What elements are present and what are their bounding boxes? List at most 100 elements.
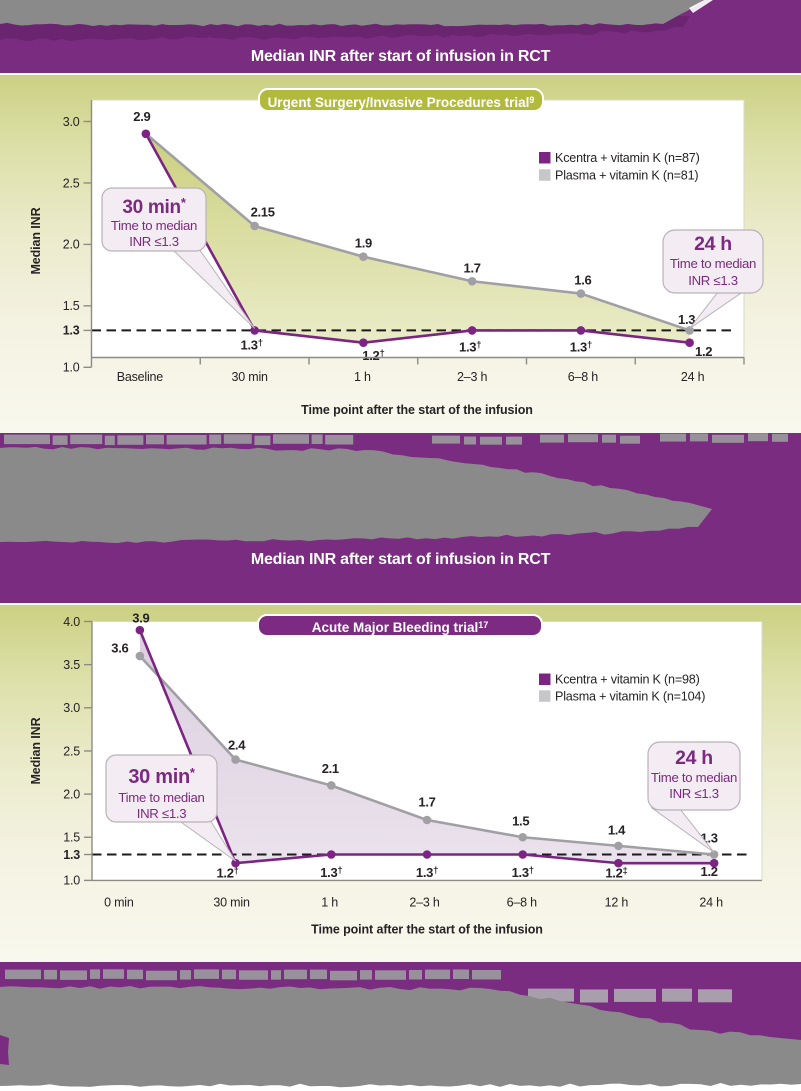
y-tick-label: 2.5: [63, 176, 80, 190]
plasma-data-point: [326, 781, 336, 790]
kcentra-data-point: [467, 326, 477, 335]
x-tick-label: 6–8 h: [568, 370, 599, 384]
value-label: 1.9: [355, 236, 372, 251]
redacted-word: [748, 433, 768, 442]
value-label: 1.4: [608, 822, 626, 837]
plasma-data-point: [135, 651, 145, 661]
redacted-word: [568, 434, 598, 443]
redacted-word: [90, 969, 100, 979]
x-tick-label: 6–8 h: [507, 896, 538, 910]
redacted-word: [284, 969, 307, 980]
kcentra-series-line: [144, 133, 690, 345]
y-tick-label: 1.5: [63, 299, 80, 313]
callout-text: Time to median: [651, 770, 737, 785]
chart-title-reference: 9: [529, 95, 535, 105]
y-tick-label: 1.0: [63, 361, 80, 375]
value-label: 1.2: [701, 864, 718, 879]
redacted-word: [432, 435, 460, 444]
redacted-word: [602, 434, 616, 443]
redacted-word: [52, 435, 68, 445]
callout-box: [105, 754, 218, 823]
kcentra-data-point: [518, 850, 528, 859]
plasma-data-point: [359, 252, 368, 261]
redacted-word: [5, 969, 41, 980]
value-label: 1.3†: [570, 339, 592, 354]
y-axis-title: Median INR: [29, 717, 43, 784]
x-tick-label: 30 min: [213, 896, 250, 910]
value-label: 2.1: [322, 761, 339, 776]
redaction-notch: [689, 0, 713, 13]
kcentra-data-point: [685, 338, 694, 348]
chart-panel-acute-bleeding: 3.9 1.2† 1.3† 1.3† 1.3† 1.2‡ 1.2 3.6 2.4 2.1 1.7 1.…: [0, 605, 801, 962]
redacted-word: [60, 970, 87, 980]
redacted-word: [117, 435, 144, 445]
value-label: 1.7: [464, 260, 481, 275]
plasma-data-point: [518, 832, 528, 842]
redacted-word: [209, 434, 222, 445]
x-tick-label: 2–3 h: [409, 896, 440, 910]
x-tick-label: 2–3 h: [457, 370, 488, 384]
value-label: 1.2: [695, 344, 712, 359]
y-tick-label: 3.5: [63, 658, 80, 672]
y-tick-label: 2.0: [63, 238, 80, 252]
kcentra-data-point: [250, 326, 259, 335]
callout-title: 30 min*: [122, 195, 186, 218]
y-tick-label: 4.0: [63, 615, 80, 629]
value-label: 1.5: [512, 813, 529, 828]
callout-box: [101, 187, 207, 252]
redacted-word: [480, 436, 502, 445]
redacted-word: [44, 969, 57, 980]
plasma-data-point: [422, 815, 432, 825]
bottom-banner: [0, 962, 801, 1091]
value-label: 1.3†: [241, 337, 263, 352]
value-label: 1.3†: [320, 865, 342, 880]
redacted-word: [103, 969, 124, 979]
callout-text: Time to median: [118, 790, 204, 805]
chart-title-badge: Acute Major Bleeding trial17: [257, 614, 543, 637]
chart-title-text: Urgent Surgery/Invasive Procedures trial: [267, 95, 530, 110]
redacted-word: [409, 970, 422, 980]
kcentra-data-point: [141, 129, 151, 139]
legend-swatch: [539, 673, 551, 685]
redacted-word: [620, 435, 640, 444]
y-axis-title: Median INR: [29, 207, 43, 274]
plasma-data-point: [576, 289, 586, 298]
redacted-word: [360, 970, 372, 980]
value-label: 3.6: [111, 641, 128, 656]
redacted-word: [712, 434, 744, 443]
callout-title: 24 h: [675, 747, 713, 769]
top-banner-redactions: [0, 0, 713, 42]
kcentra-data-point: [422, 850, 432, 859]
kcentra-data-point: [614, 858, 623, 868]
y-tick-label: 1.3: [63, 848, 80, 862]
redacted-word: [222, 969, 236, 980]
between-series-fill: [139, 630, 715, 864]
redacted-headline-block: [0, 0, 703, 27]
redacted-word: [614, 988, 656, 1002]
x-axis-title: Time point after the start of the infusi…: [301, 403, 533, 417]
value-label: 1.3†: [459, 339, 481, 354]
x-tick-label: Baseline: [117, 370, 164, 384]
value-label: 2.9: [133, 109, 150, 124]
redacted-word: [127, 969, 143, 980]
redacted-word: [660, 433, 686, 442]
redacted-word: [239, 970, 268, 980]
callout-text: INR ≤1.3: [688, 273, 738, 288]
legend-label: Kcentra + vitamin K (n=87): [555, 151, 700, 165]
kcentra-data-point: [326, 850, 336, 859]
chart-title-badge: Urgent Surgery/Invasive Procedures trial…: [258, 88, 544, 112]
plasma-data-point: [467, 276, 477, 286]
top-banner-title: Median INR after start of infusion in RC…: [250, 48, 551, 65]
callout-text: INR ≤1.3: [137, 806, 187, 821]
redacted-word: [330, 970, 357, 981]
callout-box: [662, 229, 764, 294]
redacted-word: [472, 970, 501, 980]
redacted-word: [254, 435, 271, 446]
x-tick-label: 30 min: [231, 370, 268, 384]
legend-swatch: [539, 169, 551, 181]
callout-text: Time to median: [670, 256, 756, 271]
redacted-word: [104, 435, 115, 446]
between-series-fill: [145, 133, 690, 343]
value-label: 1.7: [418, 794, 435, 809]
